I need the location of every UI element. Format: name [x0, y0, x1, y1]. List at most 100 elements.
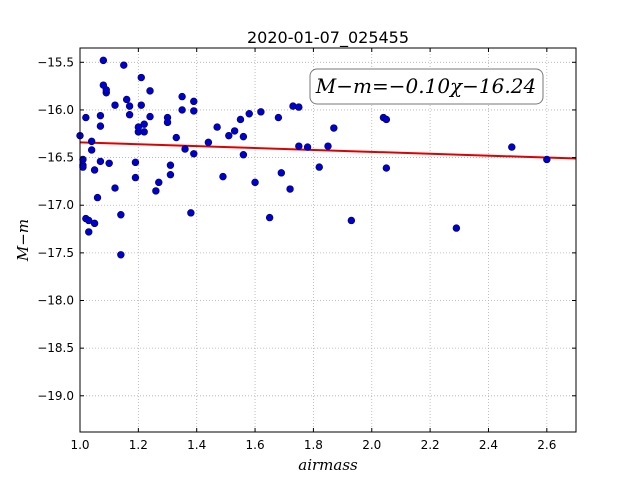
data-point [152, 187, 160, 195]
data-point [382, 164, 391, 172]
x-tick-label: 1.4 [187, 438, 206, 452]
data-point [295, 103, 303, 111]
x-tick-label: 2.0 [362, 438, 381, 452]
data-point [225, 131, 233, 140]
plot-frame [79, 47, 577, 433]
y-tick-label: −18.0 [37, 294, 74, 308]
data-point [324, 142, 332, 150]
data-point [181, 145, 189, 153]
data-point [163, 118, 172, 127]
fit-equation-box: M−m=−0.10χ−16.24 [309, 68, 544, 105]
data-point [277, 169, 286, 177]
x-tick-label: 1.6 [246, 438, 265, 452]
axis-ticks [79, 48, 576, 432]
x-tick-label: 1.2 [129, 438, 148, 452]
data-point [245, 110, 253, 118]
x-axis-label: airmass [298, 456, 358, 474]
data-point [137, 73, 145, 82]
x-tick-label: 2.6 [537, 438, 556, 452]
data-point [137, 101, 145, 109]
data-point [122, 95, 131, 104]
data-point [96, 157, 105, 166]
data-point [257, 108, 265, 116]
data-point [85, 216, 93, 225]
data-point [90, 166, 99, 174]
data-point [111, 101, 119, 109]
x-tick-label: 2.4 [479, 438, 498, 452]
fit-equation: M−m=−0.10χ−16.24 [315, 74, 536, 98]
x-tick-label: 1.0 [70, 438, 89, 452]
x-tick-label: 1.8 [304, 438, 323, 452]
data-point [102, 86, 110, 94]
data-point [230, 127, 239, 135]
data-point [543, 155, 551, 164]
fit-line [79, 141, 577, 160]
data-point [131, 158, 140, 167]
data-point [87, 137, 96, 146]
data-point [131, 173, 140, 182]
data-point [79, 163, 87, 171]
data-point [105, 159, 113, 167]
chart-title: 2020-01-07_025455 [247, 28, 409, 48]
data-points [76, 56, 551, 259]
data-point [213, 123, 221, 131]
data-point [219, 172, 227, 181]
data-point [155, 178, 163, 187]
data-point [508, 143, 516, 151]
data-point [190, 107, 198, 115]
data-point [382, 115, 391, 124]
data-point [239, 151, 248, 159]
data-point [134, 123, 143, 131]
data-point [166, 161, 175, 169]
y-tick-label: −19.0 [37, 389, 74, 403]
data-point [140, 128, 148, 136]
data-point [93, 193, 102, 202]
data-point [125, 102, 134, 110]
data-point [274, 113, 283, 122]
x-tick-labels: 1.0 1.2 1.4 1.6 1.8 2.0 2.2 2.4 2.6 [70, 438, 556, 452]
data-point [178, 92, 186, 101]
data-point [239, 132, 248, 141]
data-point [96, 111, 105, 120]
data-point [146, 87, 154, 95]
data-point [187, 209, 195, 217]
data-point [125, 110, 134, 119]
y-tick-label: −16.0 [37, 103, 74, 117]
x-tick-label: 2.2 [421, 438, 440, 452]
data-point [452, 224, 461, 232]
data-point [82, 113, 90, 122]
y-axis-label: M−m [14, 219, 32, 262]
fit-line-layer [79, 141, 577, 160]
y-tick-label: −15.5 [37, 55, 74, 69]
data-point [286, 185, 294, 193]
data-point [117, 251, 125, 259]
data-point [330, 124, 338, 132]
data-point [315, 163, 323, 171]
data-point [85, 228, 93, 236]
data-point [190, 97, 198, 106]
data-point [236, 115, 245, 124]
data-point [120, 61, 128, 69]
data-point [347, 216, 356, 225]
y-tick-label: −17.0 [37, 198, 74, 212]
data-point [90, 219, 99, 228]
y-tick-labels: −15.5 −16.0 −16.5 −17.0 −17.5 −18.0 −18.5 −19.0 [37, 55, 74, 402]
data-point [178, 106, 186, 114]
data-point [190, 150, 198, 158]
data-point [146, 112, 154, 121]
data-point [265, 213, 274, 222]
data-point [87, 146, 96, 154]
data-point [166, 171, 175, 179]
y-tick-label: −16.5 [37, 151, 74, 165]
y-tick-label: −18.5 [37, 341, 74, 355]
grid [79, 48, 576, 432]
data-point [111, 184, 119, 192]
data-point [295, 142, 303, 150]
data-point [251, 178, 259, 187]
data-point [303, 143, 312, 151]
data-point [140, 120, 148, 128]
y-tick-label: −17.5 [37, 246, 74, 260]
data-point [96, 122, 105, 130]
data-point [117, 211, 125, 219]
